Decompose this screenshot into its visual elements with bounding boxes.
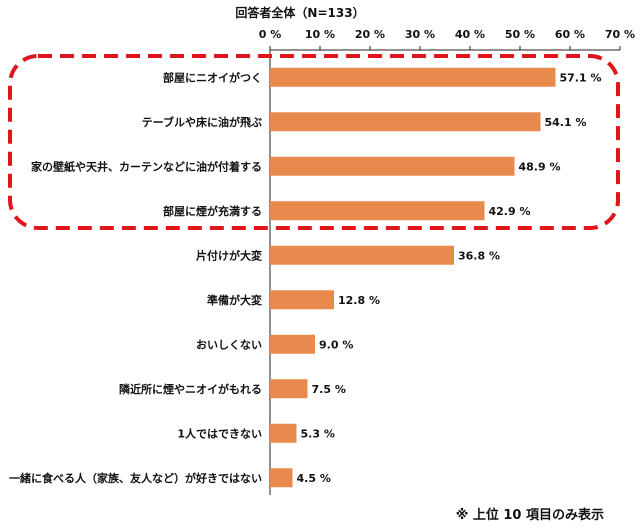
value-label: 9.0 % bbox=[319, 338, 353, 351]
value-label: 4.5 % bbox=[297, 472, 331, 485]
bar bbox=[270, 468, 293, 488]
x-tick-label: 60 % bbox=[555, 28, 585, 41]
value-label: 42.9 % bbox=[489, 205, 531, 218]
category-label: 一緒に食べる人（家族、友人など）が好きではない bbox=[9, 471, 262, 485]
bar bbox=[270, 67, 556, 87]
category-label: 片付けが大変 bbox=[196, 248, 262, 262]
bar bbox=[270, 334, 315, 354]
bar bbox=[270, 423, 297, 443]
category-label: 家の壁紙や天井、カーテンなどに油が付着する bbox=[31, 159, 262, 173]
category-label: 準備が大変 bbox=[207, 293, 262, 307]
highlight-box bbox=[8, 54, 620, 230]
value-label: 7.5 % bbox=[312, 383, 346, 396]
bar bbox=[270, 379, 308, 399]
value-label: 5.3 % bbox=[301, 427, 335, 440]
x-tick-label: 50 % bbox=[505, 28, 535, 41]
category-label: 部屋に煙が充満する bbox=[163, 204, 262, 218]
x-tick-label: 20 % bbox=[355, 28, 385, 41]
category-label: 隣近所に煙やニオイがもれる bbox=[119, 382, 262, 396]
bar bbox=[270, 290, 334, 310]
value-label: 36.8 % bbox=[458, 249, 500, 262]
bar bbox=[270, 112, 541, 132]
bar bbox=[270, 201, 485, 221]
chart-title: 回答者全体（N=133） bbox=[235, 5, 364, 20]
value-label: 57.1 % bbox=[560, 71, 602, 84]
value-label: 48.9 % bbox=[519, 160, 561, 173]
category-label: 1人ではできない bbox=[177, 426, 262, 440]
value-label: 54.1 % bbox=[545, 116, 587, 129]
x-tick-label: 0 % bbox=[259, 28, 282, 41]
x-tick-label: 70 % bbox=[605, 28, 635, 41]
bar bbox=[270, 156, 515, 176]
x-tick-label: 40 % bbox=[455, 28, 485, 41]
category-label: テーブルや床に油が飛ぶ bbox=[142, 115, 262, 129]
footnote: ※ 上位 10 項目のみ表示 bbox=[455, 508, 604, 523]
category-label: 部屋にニオイがつく bbox=[163, 70, 262, 84]
value-label: 12.8 % bbox=[338, 294, 380, 307]
category-label: おいしくない bbox=[196, 338, 262, 351]
x-tick-label: 30 % bbox=[405, 28, 435, 41]
x-tick-label: 10 % bbox=[305, 28, 335, 41]
bar bbox=[270, 245, 454, 265]
